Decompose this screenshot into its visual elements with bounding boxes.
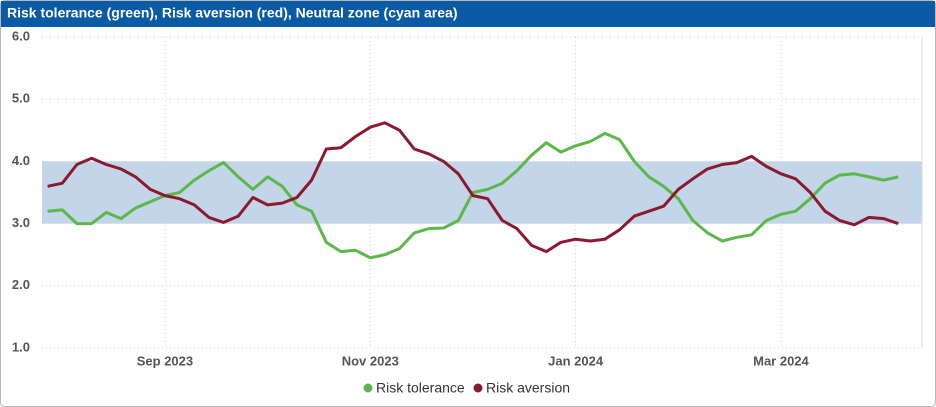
y-tick-label: 1.0 bbox=[12, 339, 30, 354]
legend-label: Risk tolerance bbox=[376, 380, 465, 396]
x-tick-label: Nov 2023 bbox=[342, 353, 399, 368]
title-bar bbox=[1, 1, 935, 27]
y-tick-label: 3.0 bbox=[12, 215, 30, 230]
legend-swatch bbox=[363, 383, 373, 393]
y-tick-label: 6.0 bbox=[12, 28, 30, 43]
x-tick-label: Mar 2024 bbox=[753, 353, 809, 368]
x-tick-label: Sep 2023 bbox=[137, 353, 193, 368]
y-tick-label: 4.0 bbox=[12, 153, 30, 168]
y-tick-label: 2.0 bbox=[12, 277, 30, 292]
legend-swatch bbox=[473, 383, 483, 393]
series-line bbox=[47, 121, 899, 254]
legend-label: Risk aversion bbox=[486, 380, 570, 396]
chart-title: Risk tolerance (green), Risk aversion (r… bbox=[7, 5, 458, 21]
y-tick-label: 5.0 bbox=[12, 91, 30, 106]
x-tick-label: Jan 2024 bbox=[548, 353, 604, 368]
series-line bbox=[47, 131, 899, 260]
